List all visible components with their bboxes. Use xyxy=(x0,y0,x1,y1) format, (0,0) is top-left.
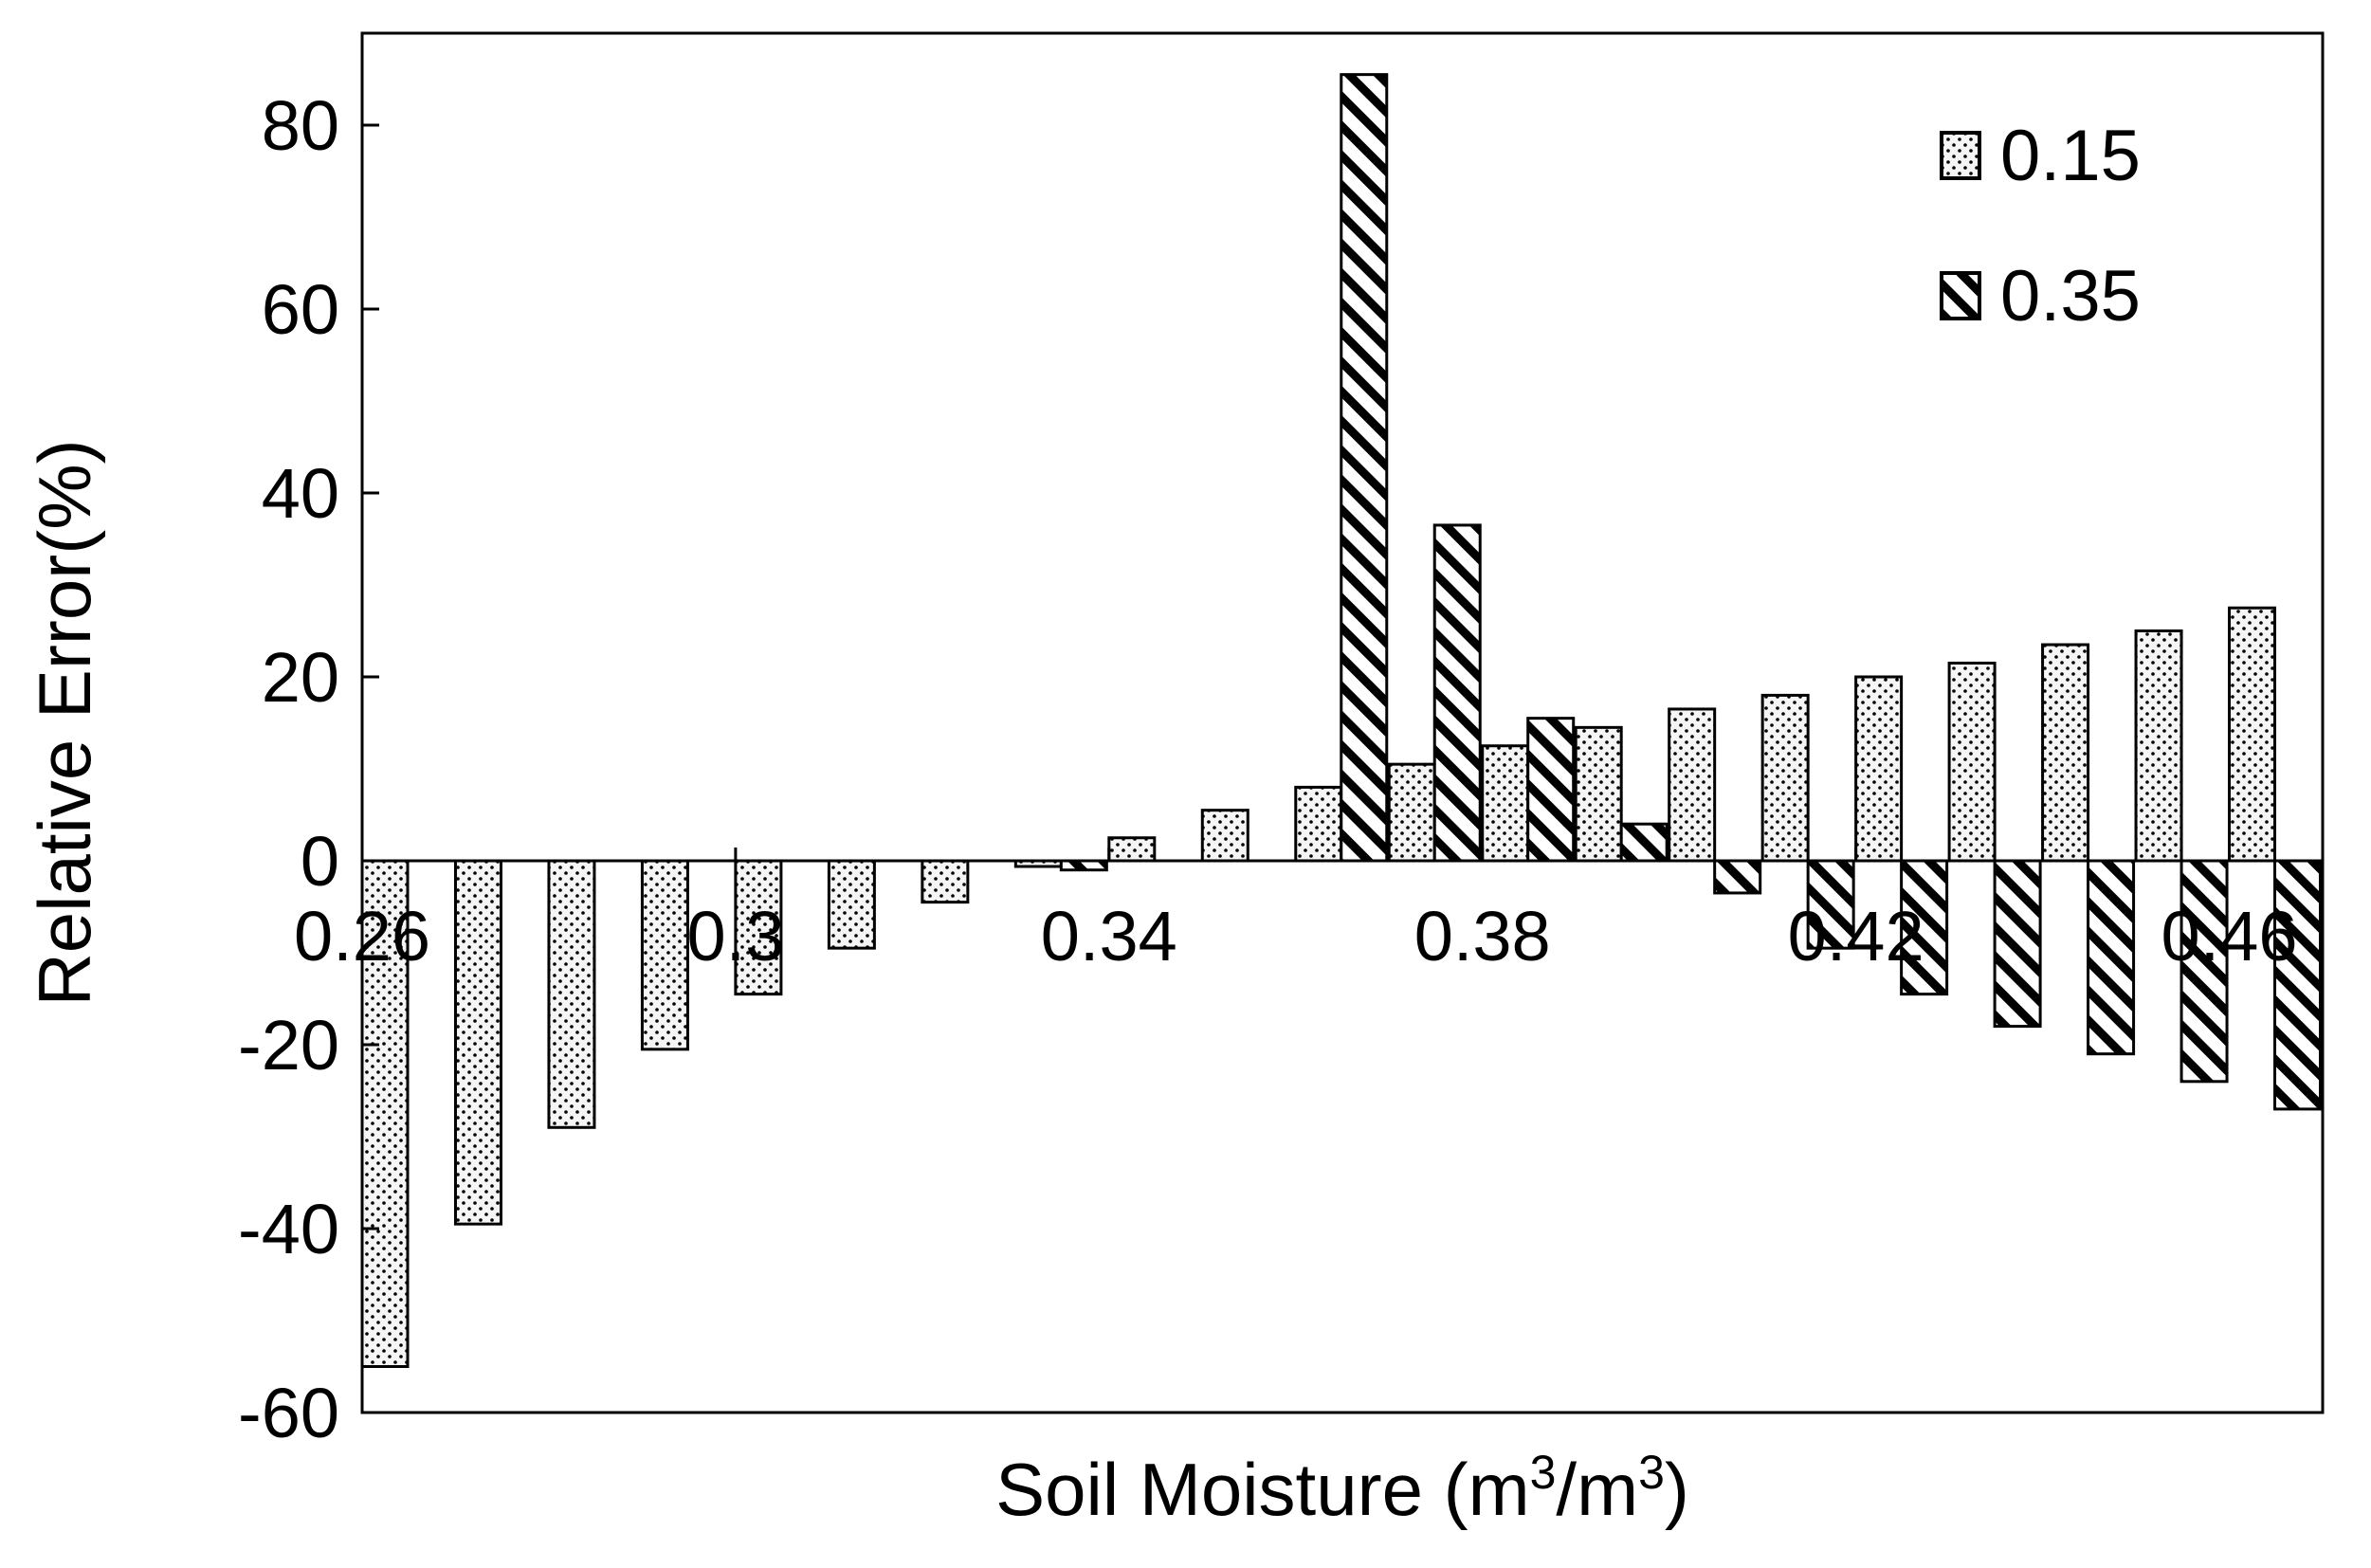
bar-0.15-0.42 xyxy=(1854,675,1904,863)
bar-0.15-0.36 xyxy=(1294,785,1343,863)
y-tick-label: -60 xyxy=(238,1374,339,1452)
legend-swatch-0.15 xyxy=(1940,131,1981,180)
x-tick-label: 0.38 xyxy=(1414,897,1551,975)
bar-0.35-0.45 xyxy=(2179,859,2229,1084)
bar-0.15-0.43 xyxy=(1947,661,1997,863)
y-tick-label: -20 xyxy=(238,1006,339,1085)
legend: 0.15 0.35 xyxy=(1940,116,2141,337)
bar-0.15-0.29 xyxy=(640,859,689,1051)
bar-0.15-0.39 xyxy=(1574,725,1623,863)
bars-layer xyxy=(360,73,2323,1368)
y-tick-label: 60 xyxy=(262,270,339,349)
x-tick-label: 0.26 xyxy=(294,897,430,975)
y-tick-label: 80 xyxy=(262,86,339,165)
plot-area-frame xyxy=(360,31,2325,1414)
bar-0.35-0.44 xyxy=(2087,859,2136,1056)
bar-0.15-0.38 xyxy=(1481,744,1530,863)
bar-0.15-0.3 xyxy=(734,859,783,996)
bar-0.35-0.39 xyxy=(1619,822,1669,863)
y-axis-ticks: 80 60 40 20 0 -20 -40 -60 xyxy=(238,86,379,1452)
bar-0.15-0.27 xyxy=(453,859,502,1226)
bar-0.35-0.43 xyxy=(1993,859,2042,1029)
bar-0.15-0.46 xyxy=(2228,606,2277,863)
bar-0.15-0.31 xyxy=(827,859,876,950)
bar-0.15-0.44 xyxy=(2041,643,2090,863)
bar-0.35-0.36 xyxy=(1340,73,1389,863)
y-tick-label: 0 xyxy=(301,822,339,901)
bar-0.35-0.37 xyxy=(1432,523,1482,863)
bar-0.15-0.34 xyxy=(1107,836,1157,863)
x-axis-title: Soil Moisture (m3/m3) xyxy=(995,1446,1689,1531)
bar-0.35-0.41 xyxy=(1806,859,1855,950)
bar-0.15-0.32 xyxy=(921,859,970,904)
legend-label-0.35: 0.35 xyxy=(2000,256,2141,337)
x-tick-label: 0.3 xyxy=(686,897,784,975)
x-axis-ticks: 0.26 0.3 0.34 0.38 0.42 0.46 xyxy=(294,848,2298,975)
bar-0.15-0.4 xyxy=(1668,707,1717,863)
bar-0.15-0.45 xyxy=(2134,629,2183,863)
legend-label-0.15: 0.15 xyxy=(2000,116,2141,196)
bar-0.15-0.41 xyxy=(1760,693,1810,863)
y-tick-label: 20 xyxy=(262,638,339,717)
y-tick-label: -40 xyxy=(238,1190,339,1268)
y-axis-title: Relative Error(%) xyxy=(23,439,106,1006)
bar-0.35-0.4 xyxy=(1713,859,1762,895)
bar-0.15-0.28 xyxy=(547,859,596,1129)
legend-swatch-0.35 xyxy=(1940,271,1981,320)
y-tick-label: 40 xyxy=(262,454,339,533)
x-tick-label: 0.42 xyxy=(1788,897,1924,975)
x-tick-label: 0.34 xyxy=(1041,897,1177,975)
bar-0.15-0.37 xyxy=(1387,762,1436,863)
bar-0.15-0.35 xyxy=(1200,809,1249,863)
bar-0.35-0.38 xyxy=(1526,717,1576,863)
x-tick-label: 0.46 xyxy=(2161,897,2298,975)
